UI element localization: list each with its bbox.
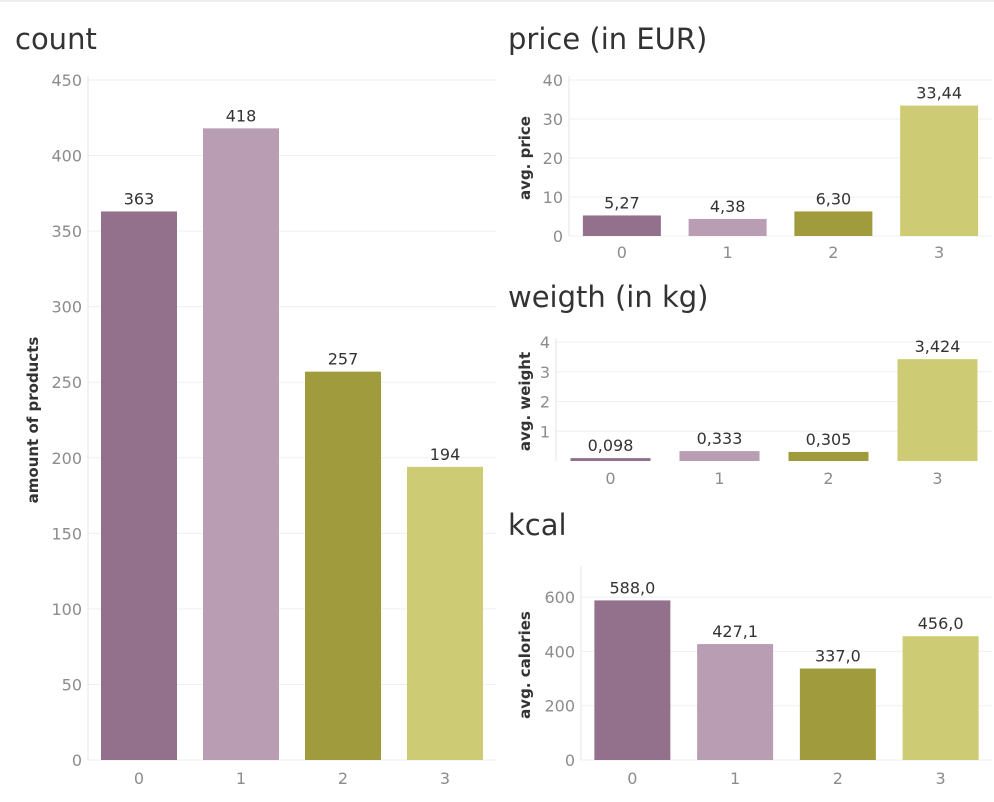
count-bar-0 xyxy=(101,211,177,760)
count-bar-2 xyxy=(305,371,381,760)
kcal-value-label-3: 456,0 xyxy=(918,614,964,633)
price-bar-1 xyxy=(688,218,767,236)
kcal-chart-title: kcal xyxy=(508,508,567,542)
weight-y-tick-label: 1 xyxy=(540,422,550,441)
price-value-label-3: 33,44 xyxy=(916,84,962,103)
count-y-tick-label: 300 xyxy=(51,298,82,317)
kcal-y-tick-label: 200 xyxy=(544,697,575,716)
count-bar-chart: 0 50 100 150 200 250 300 350 400 450 363 0 418 1 257 2 1… xyxy=(24,71,496,788)
count-y-tick-label: 450 xyxy=(51,71,82,90)
count-y-axis-label: amount of products xyxy=(24,337,42,504)
weight-value-label-0: 0,098 xyxy=(588,436,634,455)
top-divider xyxy=(0,0,994,2)
kcal-value-label-0: 588,0 xyxy=(609,578,655,597)
count-y-tick-label: 350 xyxy=(51,222,82,241)
kcal-bar-1 xyxy=(697,644,774,760)
count-y-tick-label: 250 xyxy=(51,373,82,392)
kcal-value-label-1: 427,1 xyxy=(712,622,758,641)
kcal-y-tick-label: 0 xyxy=(565,751,575,770)
price-x-tick-label: 1 xyxy=(723,243,733,262)
weight-y-tick-label: 3 xyxy=(540,363,550,382)
count-y-tick-label: 200 xyxy=(51,449,82,468)
weight-value-label-1: 0,333 xyxy=(697,429,743,448)
count-chart-title: count xyxy=(15,22,97,56)
weight-y-tick-label: 2 xyxy=(540,393,550,412)
count-y-tick-label: 0 xyxy=(72,751,82,770)
price-chart-title: price (in EUR) xyxy=(508,22,708,56)
kcal-bar-chart: 0 200 400 600 588,0 0 427,1 1 337,0 2 456,0 3 avg. c… xyxy=(516,566,992,788)
count-value-label-3: 194 xyxy=(430,445,461,464)
weight-chart-title: weigth (in kg) xyxy=(508,280,709,314)
count-x-tick-label: 3 xyxy=(440,769,450,788)
price-x-tick-label: 3 xyxy=(934,243,944,262)
weight-x-tick-label: 1 xyxy=(714,469,724,488)
count-y-tick-label: 150 xyxy=(51,524,82,543)
kcal-x-tick-label: 1 xyxy=(730,769,740,788)
weight-bar-chart: 1 2 3 4 0,098 0 0,333 1 0,305 2 3,424 3 avg. weight xyxy=(516,333,992,488)
kcal-y-axis-label: avg. calories xyxy=(516,611,534,719)
weight-y-axis-label: avg. weight xyxy=(516,352,534,451)
count-bar-1 xyxy=(203,128,279,760)
kcal-value-label-2: 337,0 xyxy=(815,647,861,666)
count-x-tick-label: 2 xyxy=(338,769,348,788)
price-bar-chart: 0 10 20 30 40 5,27 0 4,38 1 6,30 2 33,44 3 avg. price xyxy=(516,71,992,262)
weight-x-tick-label: 2 xyxy=(823,469,833,488)
price-y-axis-label: avg. price xyxy=(516,116,534,200)
price-y-tick-label: 40 xyxy=(543,71,563,90)
weight-bar-3 xyxy=(897,359,978,461)
kcal-x-tick-label: 0 xyxy=(627,769,637,788)
weight-value-label-3: 3,424 xyxy=(915,337,961,356)
count-value-label-1: 418 xyxy=(226,106,257,125)
count-x-tick-label: 0 xyxy=(134,769,144,788)
count-y-tick-label: 400 xyxy=(51,147,82,166)
weight-bar-0 xyxy=(570,458,651,461)
weight-bar-2 xyxy=(788,451,869,461)
price-y-tick-label: 20 xyxy=(543,149,563,168)
kcal-y-tick-label: 600 xyxy=(544,588,575,607)
count-x-tick-label: 1 xyxy=(236,769,246,788)
kcal-bar-3 xyxy=(902,636,979,760)
price-value-label-1: 4,38 xyxy=(710,197,746,216)
price-y-tick-label: 30 xyxy=(543,110,563,129)
weight-x-tick-label: 0 xyxy=(605,469,615,488)
weight-y-tick-label: 4 xyxy=(540,333,550,352)
count-value-label-0: 363 xyxy=(124,189,155,208)
price-y-tick-label: 0 xyxy=(553,227,563,246)
kcal-y-tick-label: 400 xyxy=(544,642,575,661)
price-x-tick-label: 2 xyxy=(828,243,838,262)
count-y-tick-label: 100 xyxy=(51,600,82,619)
kcal-bar-2 xyxy=(799,668,876,760)
price-bar-3 xyxy=(900,105,979,236)
weight-bar-1 xyxy=(679,451,760,461)
kcal-x-tick-label: 3 xyxy=(936,769,946,788)
kcal-x-tick-label: 2 xyxy=(833,769,843,788)
price-value-label-0: 5,27 xyxy=(604,193,640,212)
weight-value-label-2: 0,305 xyxy=(806,430,852,449)
price-bar-0 xyxy=(582,215,661,236)
price-bar-2 xyxy=(794,211,873,236)
count-bar-3 xyxy=(407,466,483,760)
count-y-tick-label: 50 xyxy=(62,675,82,694)
price-value-label-2: 6,30 xyxy=(816,189,852,208)
price-x-tick-label: 0 xyxy=(617,243,627,262)
kcal-bar-0 xyxy=(594,600,671,760)
count-value-label-2: 257 xyxy=(328,350,359,369)
weight-x-tick-label: 3 xyxy=(932,469,942,488)
price-y-tick-label: 10 xyxy=(543,188,563,207)
